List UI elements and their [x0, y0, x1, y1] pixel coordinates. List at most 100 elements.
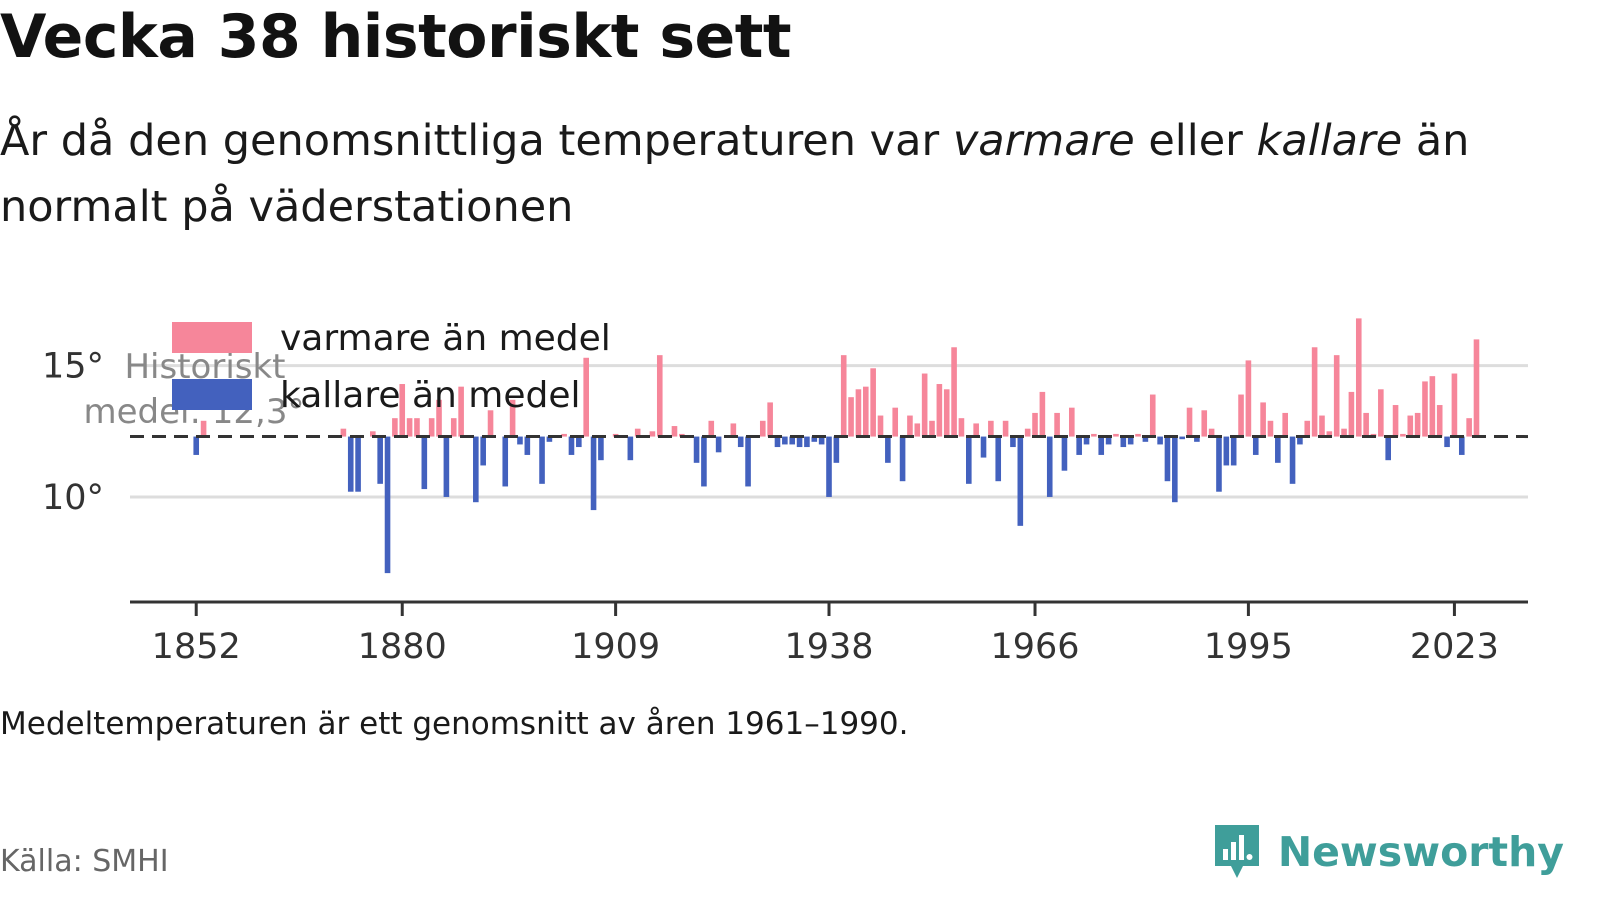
bar-warm — [583, 357, 589, 437]
bar-warm — [767, 402, 773, 437]
bar-warm — [936, 384, 943, 437]
bar-cold — [1120, 436, 1127, 448]
bar-warm — [1245, 360, 1252, 437]
bar-warm — [399, 384, 406, 437]
bar-warm — [877, 415, 884, 437]
bar-warm — [1400, 433, 1406, 437]
bar-warm — [1348, 391, 1355, 437]
bar-cold — [1216, 436, 1222, 492]
bar-warm — [1260, 402, 1266, 437]
bar-cold — [737, 436, 744, 448]
bars — [193, 318, 1480, 574]
bar-cold — [355, 436, 361, 492]
bar-warm — [1414, 412, 1421, 437]
bar-cold — [1194, 436, 1200, 442]
bar-cold — [1083, 436, 1090, 445]
bar-warm — [1135, 433, 1141, 437]
bar-warm — [370, 431, 376, 437]
bar-warm — [870, 368, 876, 437]
bar-warm — [1208, 428, 1215, 437]
bar-cold — [1157, 436, 1163, 445]
bar-warm — [509, 399, 516, 437]
bar-cold — [1297, 436, 1303, 445]
bar-warm — [1039, 391, 1046, 437]
bar-warm — [862, 386, 869, 437]
bar-cold — [1046, 436, 1053, 497]
bar-cold — [833, 436, 840, 463]
bar-warm — [649, 431, 656, 437]
bar-warm — [848, 397, 854, 437]
bar-warm — [414, 418, 420, 437]
legend: varmare än medel kallare än medel — [172, 318, 611, 416]
subtitle-text: eller — [1134, 116, 1257, 166]
bar-cold — [443, 436, 450, 497]
bar-warm — [1326, 431, 1333, 437]
bar-warm — [855, 389, 862, 437]
bar-cold — [774, 436, 781, 448]
bar-cold — [1458, 436, 1465, 455]
bar-cold — [796, 436, 803, 448]
x-axis-ticks: 1852 1880 1909 1938 1966 1995 2023 — [152, 602, 1499, 667]
bar-warm — [840, 355, 847, 437]
bar-warm — [921, 373, 928, 437]
x-tick-label: 2023 — [1410, 627, 1499, 667]
bar-cold — [715, 436, 722, 453]
bar-warm — [1319, 415, 1325, 437]
bar-warm — [1311, 347, 1318, 437]
bar-cold — [1275, 436, 1281, 463]
y-tick-label: 10° — [42, 478, 104, 518]
x-tick-label: 1938 — [784, 627, 873, 667]
bar-warm — [1466, 418, 1472, 437]
legend-label-cold: kallare än medel — [280, 375, 580, 416]
bar-cold — [627, 436, 634, 461]
bar-cold — [1098, 436, 1105, 455]
x-tick-label: 1852 — [152, 627, 241, 667]
bar-warm — [1436, 405, 1443, 437]
bar-warm — [1407, 415, 1414, 437]
bar-warm — [1069, 407, 1075, 437]
bar-cold — [1164, 436, 1171, 482]
bar-warm — [450, 418, 457, 437]
bar-cold — [377, 436, 383, 484]
bar-warm — [340, 428, 347, 437]
bar-cold — [480, 436, 486, 466]
bar-warm — [1201, 410, 1208, 437]
bar-cold — [576, 436, 582, 448]
newsworthy-logo-icon — [1214, 825, 1259, 878]
bar-cold — [1289, 436, 1296, 484]
bar-warm — [1267, 420, 1274, 437]
bar-warm — [914, 423, 921, 437]
subtitle-text: År då den genomsnittliga temperaturen va… — [0, 116, 953, 166]
bar-warm — [943, 389, 950, 437]
bar-cold — [1223, 436, 1230, 466]
bar-cold — [384, 436, 391, 574]
legend-swatch-cold — [172, 379, 252, 410]
bar-cold — [899, 436, 906, 482]
bar-cold — [1230, 436, 1237, 466]
bar-warm — [458, 386, 464, 437]
bar-warm — [561, 433, 567, 437]
bar-warm — [1113, 433, 1119, 437]
bar-warm — [759, 420, 766, 437]
bar-warm — [1304, 420, 1311, 437]
y-axis-ticks: 10° 15° — [42, 347, 104, 518]
brand-name: Newsworthy — [1277, 828, 1564, 876]
bar-cold — [811, 436, 818, 442]
legend-swatch-warm — [172, 322, 252, 353]
legend-label-warm: varmare än medel — [280, 318, 611, 359]
bar-warm — [892, 407, 899, 437]
bar-cold — [524, 436, 531, 455]
bar-warm — [487, 410, 494, 437]
bar-warm — [1024, 428, 1031, 437]
bar-cold — [1179, 436, 1185, 440]
bar-warm — [200, 420, 207, 437]
bar-warm — [436, 399, 442, 437]
bar-cold — [980, 436, 987, 458]
bar-cold — [1061, 436, 1068, 471]
bar-warm — [1282, 412, 1288, 437]
subtitle-text: än normalt på väderstationen — [0, 116, 1470, 232]
bar-cold — [826, 436, 832, 497]
bar-cold — [590, 436, 597, 511]
bar-cold — [818, 436, 825, 445]
bar-warm — [1392, 405, 1399, 437]
